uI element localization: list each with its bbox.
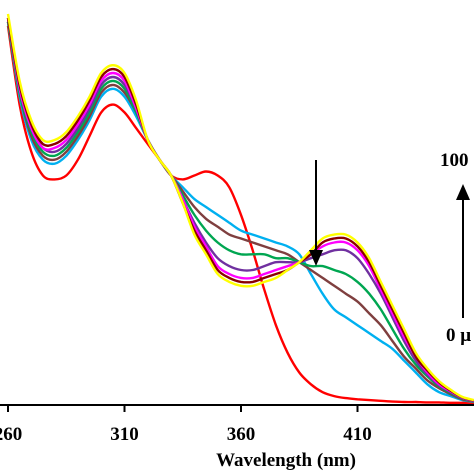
x-tick-layer bbox=[7, 405, 359, 412]
x-tick-label-260: 260 bbox=[0, 424, 22, 445]
series-line-8 bbox=[6, 13, 474, 402]
series-line-2 bbox=[6, 21, 474, 404]
plot-area: 260 310 360 410 bbox=[0, 13, 474, 445]
concentration-label-min: 0 μ bbox=[446, 325, 471, 346]
series-line-7 bbox=[6, 17, 474, 402]
x-axis-title: Wavelength (nm) bbox=[216, 450, 356, 471]
x-tick-label-360: 360 bbox=[227, 424, 256, 445]
increase-arrow bbox=[456, 184, 470, 318]
series-line-4 bbox=[6, 21, 474, 403]
decrease-arrow-head bbox=[309, 250, 323, 266]
concentration-label-max: 100 bbox=[440, 150, 469, 171]
series-line-6 bbox=[6, 17, 474, 402]
series-layer bbox=[6, 13, 474, 405]
x-tick-label-410: 410 bbox=[343, 424, 372, 445]
increase-arrow-head bbox=[456, 184, 470, 200]
series-line-3 bbox=[6, 21, 474, 403]
x-tick-label-layer: 260 310 360 410 bbox=[0, 424, 372, 445]
decrease-arrow bbox=[309, 160, 323, 266]
x-tick-label-310: 310 bbox=[110, 424, 139, 445]
series-line-1 bbox=[6, 25, 474, 405]
series-line-5 bbox=[6, 17, 474, 402]
